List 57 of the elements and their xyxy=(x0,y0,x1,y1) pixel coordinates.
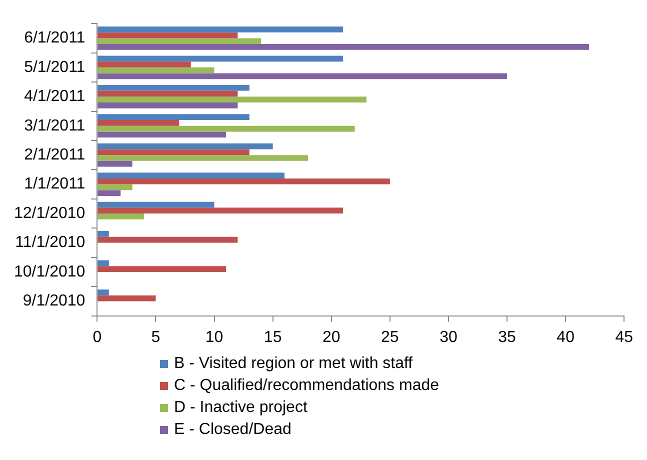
bar xyxy=(98,126,355,132)
bar xyxy=(98,67,214,74)
legend-label: B - Visited region or met with staff xyxy=(174,354,413,374)
bar xyxy=(98,44,589,50)
y-tick-label: 12/1/2010 xyxy=(14,204,86,222)
bar xyxy=(98,236,238,243)
legend-label: C - Qualified/recommendations made xyxy=(174,376,440,396)
bar xyxy=(98,260,109,266)
bar xyxy=(98,120,180,126)
x-tick-label: 45 xyxy=(615,328,634,346)
x-tick-label: 25 xyxy=(381,328,399,346)
bar xyxy=(98,266,226,272)
x-tick-label: 15 xyxy=(264,328,282,346)
bar xyxy=(98,160,132,167)
y-tick-label: 2/1/2011 xyxy=(24,146,86,164)
y-tick-label: 1/1/2011 xyxy=(24,176,86,193)
x-tick-label: 10 xyxy=(205,328,224,346)
bar xyxy=(98,73,508,80)
bar xyxy=(98,26,344,32)
x-tick-label: 0 xyxy=(92,328,102,346)
x-tick-label: 20 xyxy=(322,328,340,346)
bar xyxy=(98,178,390,184)
y-tick-label: 11/1/2010 xyxy=(15,234,86,252)
legend-label: E - Closed/Dead xyxy=(174,420,292,440)
y-tick-label: 4/1/2011 xyxy=(24,88,86,106)
bar xyxy=(98,84,250,91)
bar xyxy=(98,155,308,161)
bar xyxy=(98,132,226,138)
x-tick-label: 35 xyxy=(498,328,516,346)
bar xyxy=(98,290,109,296)
bar xyxy=(98,295,156,302)
bar xyxy=(98,96,366,102)
y-tick-label: 5/1/2011 xyxy=(24,58,86,76)
legend-label: D - Inactive project xyxy=(174,398,308,418)
bar xyxy=(98,208,344,214)
bar xyxy=(98,231,109,237)
bar xyxy=(98,114,250,120)
x-tick-label: 5 xyxy=(151,328,160,346)
bar xyxy=(98,32,238,38)
bar xyxy=(98,56,344,62)
bar xyxy=(98,143,273,150)
y-tick-label: 3/1/2011 xyxy=(24,117,86,134)
x-tick-label: 30 xyxy=(440,328,458,346)
bar xyxy=(98,38,262,44)
y-tick-label: 9/1/2010 xyxy=(22,292,86,310)
x-tick-label: 40 xyxy=(556,328,575,346)
bar xyxy=(98,172,285,178)
bar xyxy=(98,62,191,68)
y-tick-label: 6/1/2011 xyxy=(24,30,86,47)
bar xyxy=(98,202,214,208)
bar xyxy=(98,214,144,220)
bar xyxy=(98,190,121,196)
bar xyxy=(98,102,238,108)
y-tick-label: 10/1/2010 xyxy=(14,263,86,280)
bar xyxy=(98,184,132,190)
bar xyxy=(98,90,238,97)
bar xyxy=(98,149,250,156)
